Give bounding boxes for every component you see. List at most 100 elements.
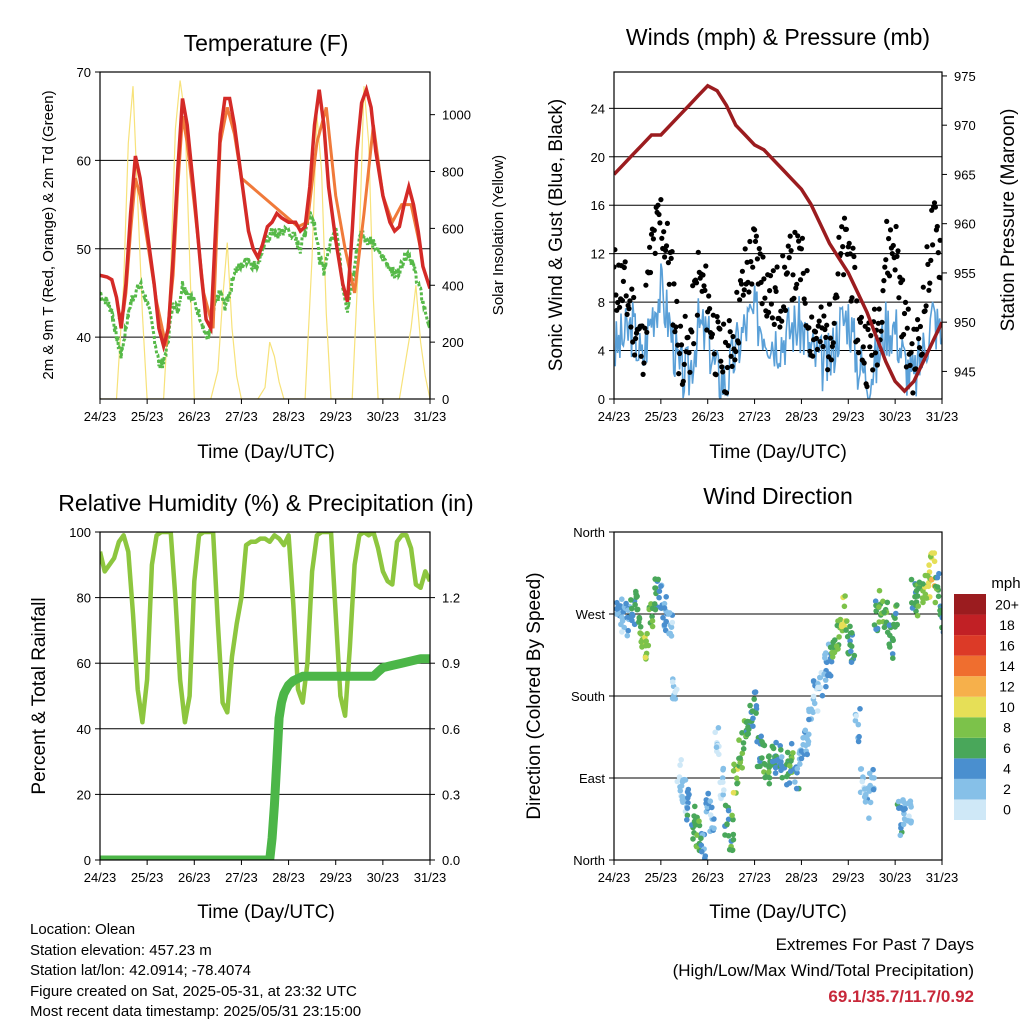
gust-point — [641, 360, 647, 366]
gust-point — [628, 324, 634, 330]
direction-point — [886, 641, 892, 647]
direction-point — [908, 576, 915, 583]
humidity-title: Relative Humidity (%) & Precipitation (i… — [58, 490, 473, 516]
direction-point — [633, 594, 640, 600]
direction-point — [897, 832, 904, 839]
direction-point — [886, 622, 893, 628]
direction-point — [842, 593, 848, 599]
direction-point — [740, 740, 747, 746]
direction-point — [798, 755, 805, 762]
direction-ylabel-left: Direction (Colored By Speed) — [524, 572, 545, 819]
gust-point — [633, 335, 639, 342]
direction-point — [895, 798, 902, 805]
x-tick-label: 28/23 — [272, 870, 305, 885]
gust-point — [686, 350, 692, 356]
y2-tick-label: 1000 — [442, 108, 471, 123]
direction-point — [932, 599, 939, 606]
colorbar-swatch — [954, 696, 986, 718]
gust-point — [796, 238, 802, 244]
direction-point — [740, 746, 747, 752]
gust-point — [878, 328, 884, 334]
gust-point — [824, 322, 830, 328]
direction-point — [823, 650, 829, 656]
direction-point — [684, 817, 690, 823]
gust-point — [737, 297, 743, 303]
direction-point — [869, 774, 875, 781]
gust-point — [640, 371, 646, 377]
direction-title: Wind Direction — [703, 483, 853, 509]
direction-point — [797, 761, 803, 767]
humidity-panel: Relative Humidity (%) & Precipitation (i… — [29, 490, 474, 923]
y-tick-label: North — [573, 525, 605, 540]
x-tick-label: 24/23 — [598, 409, 631, 424]
gust-point — [846, 240, 852, 246]
direction-xlabel: Time (Day/UTC) — [709, 902, 847, 923]
x-tick-label: 28/23 — [785, 870, 818, 885]
direction-point — [642, 654, 649, 661]
gust-point — [806, 325, 812, 331]
gust-point — [901, 310, 908, 317]
x-tick-label: 30/23 — [367, 409, 400, 424]
direction-point — [916, 585, 922, 591]
gust-point — [771, 321, 777, 327]
y-tick-label: 40 — [77, 722, 91, 737]
gust-point — [701, 283, 707, 289]
gust-point — [923, 303, 929, 309]
direction-point — [765, 754, 772, 760]
direction-point — [720, 779, 726, 785]
gust-point — [894, 253, 900, 259]
gust-point — [717, 326, 723, 332]
extremes-values: 69.1/35.7/11.7/0.92 — [828, 987, 974, 1006]
direction-point — [884, 599, 891, 606]
y2-tick-label: 975 — [954, 69, 976, 84]
gust-point — [854, 298, 860, 304]
direction-point — [859, 778, 866, 785]
gust-point — [687, 369, 693, 375]
gust-point — [761, 276, 767, 282]
gust-point — [736, 340, 742, 346]
direction-point — [866, 788, 873, 794]
direction-point — [890, 655, 896, 661]
humidity-xlabel: Time (Day/UTC) — [197, 902, 335, 923]
gust-point — [691, 341, 697, 347]
direction-point — [684, 805, 691, 811]
colorbar-swatch — [954, 635, 986, 656]
gust-point — [798, 246, 805, 252]
gust-point — [620, 278, 627, 284]
direction-point — [751, 696, 757, 702]
direction-point — [831, 649, 838, 656]
direction-point — [623, 600, 629, 607]
direction-point — [643, 638, 649, 644]
direction-point — [649, 623, 656, 630]
direction-point — [908, 820, 914, 826]
colorbar-label: 6 — [1003, 740, 1011, 756]
gust-point — [656, 211, 662, 218]
gust-point — [738, 281, 745, 287]
x-tick-label: 24/23 — [84, 870, 117, 885]
gust-point — [840, 244, 846, 250]
direction-point — [663, 594, 669, 600]
gust-point — [925, 261, 931, 267]
x-tick-label: 31/23 — [414, 870, 447, 885]
gust-point — [817, 339, 823, 345]
colorbar-swatch — [954, 799, 986, 820]
direction-point — [715, 725, 722, 731]
gust-point — [678, 342, 685, 348]
x-tick-label: 26/23 — [691, 870, 724, 885]
gust-point — [677, 323, 684, 329]
direction-point — [793, 785, 800, 792]
direction-point — [637, 630, 643, 636]
gust-point — [685, 334, 691, 340]
direction-point — [873, 608, 879, 614]
direction-point — [757, 763, 763, 770]
gust-point — [748, 259, 754, 265]
gust-point — [713, 372, 719, 378]
solar-insolation-line — [100, 80, 430, 399]
gust-point — [799, 235, 806, 241]
direction-point — [787, 763, 793, 769]
gust-point — [913, 366, 919, 372]
direction-point — [658, 583, 664, 589]
temperature-ylabel-left: 2m & 9m T (Red, Orange) & 2m Td (Green) — [40, 90, 57, 379]
colorbar-swatch — [954, 676, 986, 697]
colorbar-swatch — [954, 655, 986, 677]
